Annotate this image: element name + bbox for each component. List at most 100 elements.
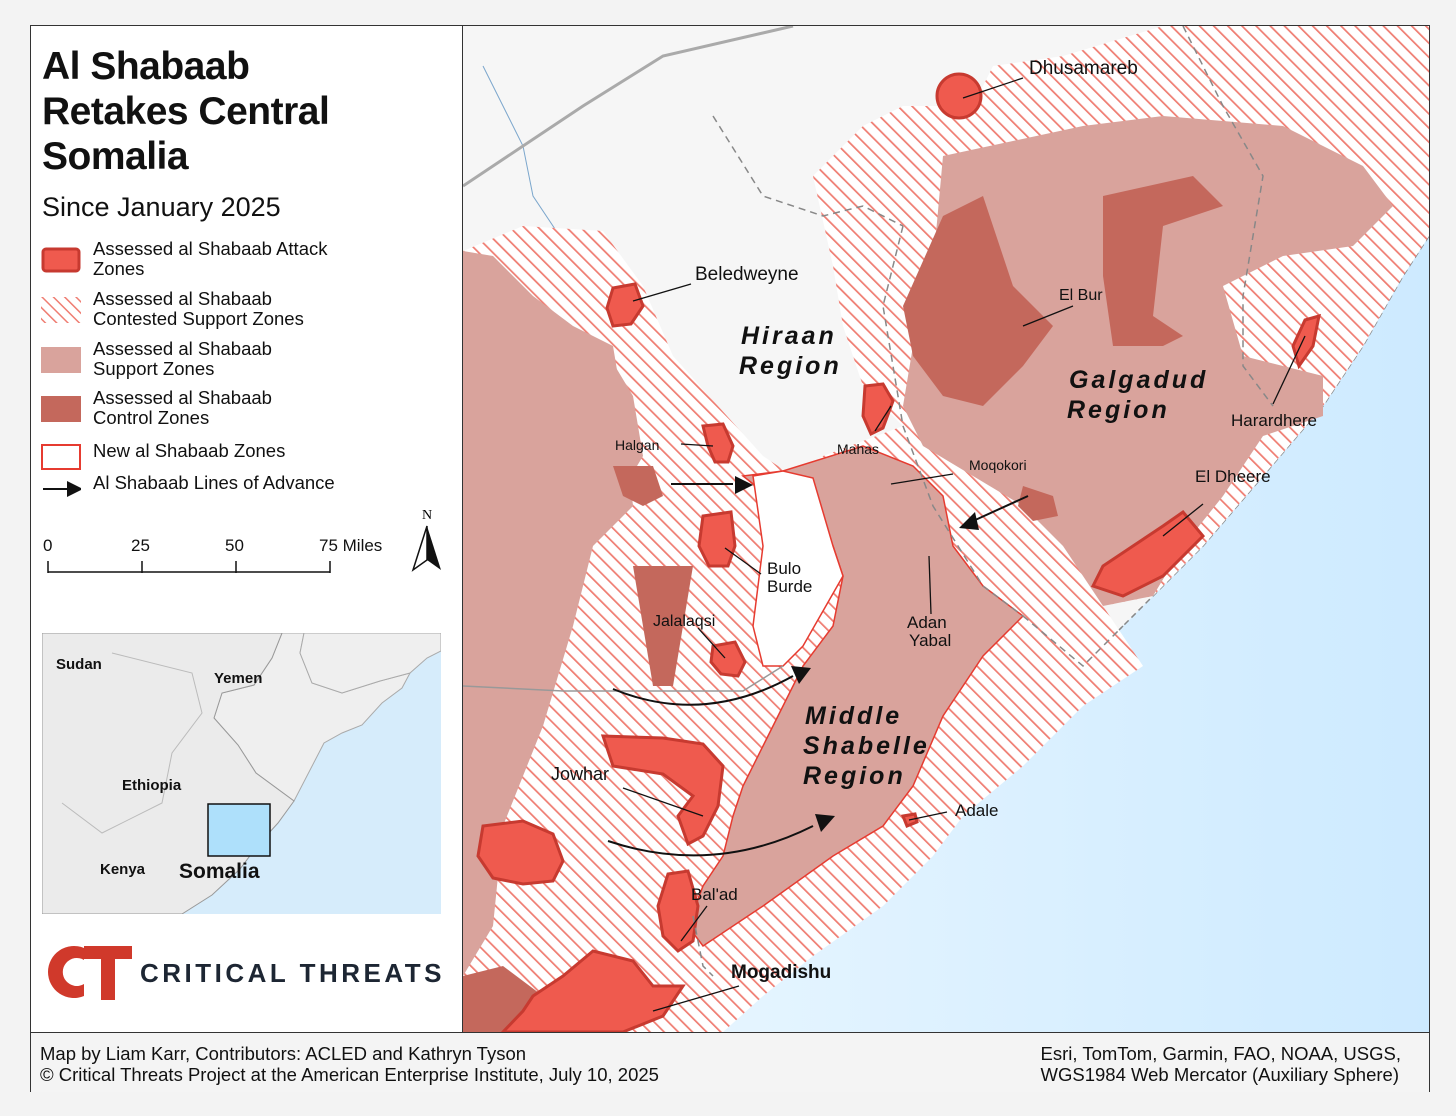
attack-zone-west [476,819,565,886]
label-dhusamareb: Dhusamareb [1029,58,1138,79]
north-label: N [421,508,433,523]
scale-tick-50: 50 [225,536,244,555]
footer-credit-line: Map by Liam Karr, Contributors: ACLED an… [40,1043,527,1064]
advance-arrowhead [815,814,835,832]
inset-map: Sudan Yemen Ethiopia Kenya Somalia [42,633,441,914]
map-footer: Map by Liam Karr, Contributors: ACLED an… [31,1032,1429,1092]
map-title: Al Shabaab Retakes Central Somalia [42,44,330,179]
control-zone-jalalaqsi [633,566,693,686]
footer-copyright-line: © Critical Threats Project at the Americ… [40,1064,659,1085]
contested-zone-swatch [41,297,81,323]
control-zone-halgan [613,466,663,506]
scale-tick-0: 0 [43,536,53,555]
legend-label-control: Assessed al Shabaab Control Zones [93,387,272,428]
label-halgan: Halgan [615,437,659,453]
attack-zone-jowhar [600,734,725,847]
label-moqokori: Moqokori [969,457,1027,473]
title-line-1: Al Shabaab [42,45,250,88]
attack-zone-dhusamareb [935,72,983,120]
attack-zone-balad [656,869,700,953]
legend-label-advance: Al Shabaab Lines of Advance [93,472,335,493]
map-panel: Dhusamareb Beledweyne El Bur Harardhere … [463,26,1429,1032]
advance-arrow-line [607,825,814,857]
leader-lines [622,77,1306,1012]
support-zone-swatch [41,347,81,373]
indian-ocean [633,236,1429,1032]
label-mogadishu: Mogadishu [731,962,831,983]
advance-arrow-line [612,675,794,706]
label-mahas: Mahas [837,441,879,457]
attack-zone-mogadishu [500,949,686,1032]
north-arrow-icon [411,525,441,572]
region-label-hiraan: Hiraan Region [739,322,842,380]
title-line-3: Somalia [42,135,189,178]
footer-projection-line: WGS1984 Web Mercator (Auxiliary Sphere) [1040,1064,1399,1085]
advance-arrow-line [972,495,1029,522]
scale-tick-75: 75 Miles [319,536,383,555]
north-arrow: N [411,508,441,577]
label-balad: Bal'ad [691,885,738,904]
label-el-bur: El Bur [1059,287,1103,304]
legend-label-attack: Assessed al Shabaab Attack Zones [93,238,328,279]
label-el-dheere: El Dheere [1195,467,1271,486]
title-line-2: Retakes Central [42,90,330,133]
label-adan-yabal: Adan Yabal [907,613,951,650]
attack-zone-harardhere [1291,313,1321,370]
control-zone-swatch [41,396,81,422]
inset-label-ethiopia: Ethiopia [122,777,182,794]
advance-arrows [607,483,1029,857]
advance-arrowhead [791,666,811,684]
control-zone-moqokori [1018,486,1058,521]
inset-focus-box [207,803,271,857]
legend-panel: Al Shabaab Retakes Central Somalia Since… [31,26,463,1032]
footer-credits: Map by Liam Karr, Contributors: ACLED an… [40,1043,659,1085]
support-zone-halgan [523,346,643,516]
ungoverned-bulo-burde [752,470,844,667]
footer-source-line: Esri, TomTom, Garmin, FAO, NOAA, USGS, [1040,1043,1401,1064]
region-boundaries [692,115,1124,977]
control-zone-galgadud-east [1103,176,1223,346]
new-zone-swatch [41,444,81,470]
advance-arrowhead [959,512,979,530]
support-zone-galgadud [903,116,1393,606]
new-zone-middle-shabelle [687,445,1025,948]
scale-bar-line [47,561,331,573]
region-label-middle-shabelle: Middle Shabelle Region [803,702,930,790]
logo-text: CRITICAL THREATS [140,958,445,988]
region-label-galgadud: Galgadud Region [1067,366,1208,424]
advance-arrowheads [735,476,979,832]
map-subtitle: Since January 2025 [42,192,281,222]
inset-label-yemen: Yemen [214,670,262,687]
attack-zones [476,72,1321,1032]
main-map: Dhusamareb Beledweyne El Bur Harardhere … [463,26,1429,1032]
international-border [463,26,794,188]
region-boundary-south [463,665,784,692]
legend-label-new: New al Shabaab Zones [93,440,286,461]
advance-arrowhead [735,476,753,494]
attack-zone-swatch [41,247,81,273]
region-boundary-east [1182,26,1274,407]
attack-zone-bulo-burde [697,510,737,568]
attack-zone-beledweyne [605,282,645,328]
label-jowhar: Jowhar [551,764,609,784]
inset-label-kenya: Kenya [100,861,146,878]
map-figure: Al Shabaab Retakes Central Somalia Since… [30,25,1430,1092]
attack-zone-jalalaqsi [709,640,747,678]
attack-zone-mahas [861,382,895,437]
scale-tick-25: 25 [131,536,150,555]
label-harardhere: Harardhere [1231,411,1317,430]
legend-label-support: Assessed al Shabaab Support Zones [93,338,272,379]
advance-arrow-icon [43,481,81,497]
label-jalalaqsi: Jalalaqsi [653,613,715,630]
inset-label-somalia: Somalia [179,860,260,883]
critical-threats-logo: CRITICAL THREATS [42,942,462,1002]
label-adale: Adale [955,801,998,820]
ct-logo-icon [48,946,132,1000]
label-beledweyne: Beledweyne [695,264,799,285]
label-bulo-burde: Bulo Burde [767,559,812,596]
legend-label-contested: Assessed al Shabaab Contested Support Zon… [93,288,304,329]
attack-zone-el-dheere [1090,509,1206,598]
inset-label-sudan: Sudan [56,656,102,673]
control-zone-el-bur [903,196,1053,406]
footer-sources: Esri, TomTom, Garmin, FAO, NOAA, USGS, W… [1041,1043,1401,1085]
